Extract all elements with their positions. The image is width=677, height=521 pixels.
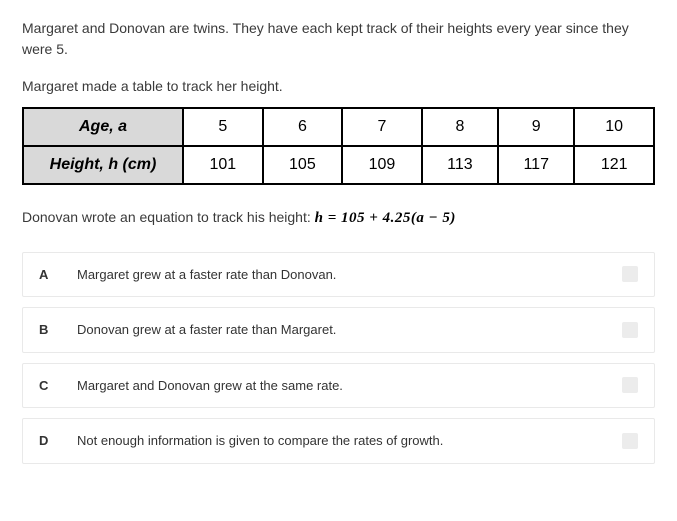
choice-text: Margaret and Donovan grew at the same ra… — [77, 376, 622, 396]
cell-height: 109 — [342, 146, 422, 184]
choice-letter: D — [39, 431, 77, 451]
choice-letter: C — [39, 376, 77, 396]
cell-height: 101 — [183, 146, 263, 184]
cell-age: 5 — [183, 108, 263, 146]
cell-age: 9 — [498, 108, 574, 146]
equation: h = 105 + 4.25(a − 5) — [315, 210, 456, 226]
cell-height: 121 — [574, 146, 654, 184]
choice-c[interactable]: C Margaret and Donovan grew at the same … — [22, 363, 655, 409]
checkbox-icon[interactable] — [622, 433, 638, 449]
choice-b[interactable]: B Donovan grew at a faster rate than Mar… — [22, 307, 655, 353]
checkbox-icon[interactable] — [622, 377, 638, 393]
row-header-age: Age, a — [23, 108, 183, 146]
cell-height: 113 — [422, 146, 498, 184]
table-prompt: Margaret made a table to track her heigh… — [22, 76, 655, 97]
choice-a[interactable]: A Margaret grew at a faster rate than Do… — [22, 252, 655, 298]
cell-height: 117 — [498, 146, 574, 184]
choice-text: Not enough information is given to compa… — [77, 431, 622, 451]
equation-line: Donovan wrote an equation to track his h… — [22, 207, 655, 230]
cell-age: 10 — [574, 108, 654, 146]
choice-d[interactable]: D Not enough information is given to com… — [22, 418, 655, 464]
problem-intro: Margaret and Donovan are twins. They hav… — [22, 18, 655, 60]
checkbox-icon[interactable] — [622, 322, 638, 338]
checkbox-icon[interactable] — [622, 266, 638, 282]
cell-age: 6 — [263, 108, 343, 146]
table-row: Age, a 5 6 7 8 9 10 — [23, 108, 654, 146]
answer-choices: A Margaret grew at a faster rate than Do… — [22, 252, 655, 464]
choice-letter: B — [39, 320, 77, 340]
choice-text: Donovan grew at a faster rate than Marga… — [77, 320, 622, 340]
cell-age: 7 — [342, 108, 422, 146]
choice-text: Margaret grew at a faster rate than Dono… — [77, 265, 622, 285]
cell-height: 105 — [263, 146, 343, 184]
row-header-height: Height, h (cm) — [23, 146, 183, 184]
equation-prompt: Donovan wrote an equation to track his h… — [22, 209, 315, 225]
choice-letter: A — [39, 265, 77, 285]
height-table: Age, a 5 6 7 8 9 10 Height, h (cm) 101 1… — [22, 107, 655, 185]
table-row: Height, h (cm) 101 105 109 113 117 121 — [23, 146, 654, 184]
cell-age: 8 — [422, 108, 498, 146]
